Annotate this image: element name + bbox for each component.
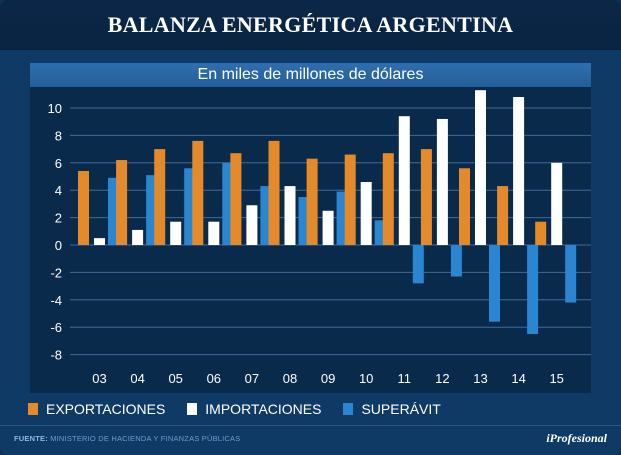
legend-label-surplus: SUPERÁVIT [361, 401, 441, 417]
bar-exports [535, 221, 547, 245]
bar-surplus [336, 191, 348, 245]
x-tick-label: 08 [283, 371, 297, 386]
y-tick-label: 6 [55, 156, 62, 171]
y-tick-label: 4 [55, 183, 62, 198]
legend-swatch-imports [187, 403, 198, 415]
bar-surplus [374, 220, 386, 245]
y-tick-label: 0 [55, 238, 62, 253]
source-text: MINISTERIO DE HACIENDA Y FINANZAS PÚBLIC… [50, 434, 241, 443]
bar-imports [284, 186, 296, 245]
bar-surplus [222, 162, 234, 245]
x-tick-label: 07 [245, 371, 259, 386]
bar-imports [322, 210, 334, 245]
y-tick-label: 2 [55, 211, 62, 226]
bar-imports [94, 238, 105, 245]
bar-exports [344, 154, 356, 245]
bar-imports [475, 90, 486, 245]
bar-imports [208, 221, 220, 245]
bar-exports [382, 153, 394, 245]
legend-item-surplus: SUPERÁVIT [343, 401, 441, 417]
bar-imports [246, 205, 258, 245]
bar-imports [398, 116, 410, 245]
legend-item-exports: EXPORTACIONES [28, 401, 165, 417]
bar-surplus [450, 245, 462, 277]
bar-surplus [108, 177, 119, 245]
x-tick-label: 09 [321, 371, 335, 386]
x-tick-label: 13 [473, 371, 487, 386]
legend-swatch-exports [28, 403, 38, 415]
legend-label-imports: IMPORTACIONES [205, 401, 322, 417]
bar-surplus [298, 197, 310, 245]
bar-exports [420, 149, 432, 245]
footer-divider [0, 425, 621, 426]
legend-label-exports: EXPORTACIONES [46, 401, 166, 417]
x-tick-label: 06 [207, 371, 221, 386]
bar-surplus [489, 245, 500, 322]
bar-exports [459, 168, 470, 245]
bar-imports [170, 221, 182, 245]
x-tick-label: 05 [168, 371, 182, 386]
source-note: FUENTE: MINISTERIO DE HACIENDA Y FINANZA… [14, 434, 240, 443]
x-tick-label: 10 [359, 371, 373, 386]
y-tick-label: 10 [48, 101, 62, 116]
bar-surplus [565, 245, 577, 303]
x-tick-label: 15 [549, 371, 563, 386]
x-tick-label: 04 [130, 371, 144, 386]
x-tick-label: 03 [92, 371, 106, 386]
subtitle-bar: En miles de millones de dólares [30, 63, 591, 87]
bar-surplus [260, 186, 272, 245]
bar-exports [154, 149, 166, 245]
x-tick-label: 14 [511, 371, 525, 386]
source-label: FUENTE: [14, 434, 48, 443]
bar-exports [268, 140, 280, 245]
x-tick-label: 11 [398, 371, 412, 386]
bar-exports [306, 158, 318, 245]
x-tick-label: 12 [435, 371, 449, 386]
bar-surplus [412, 245, 424, 284]
y-tick-label: -6 [50, 320, 62, 335]
bar-imports [551, 162, 563, 245]
chart-subtitle: En miles de millones de dólares [197, 66, 424, 83]
y-tick-label: -8 [50, 348, 62, 363]
bar-exports [497, 186, 509, 245]
bar-surplus [527, 245, 539, 335]
bar-imports [360, 181, 372, 245]
bar-surplus [184, 168, 196, 245]
chart-title: BALANZA ENERGÉTICA ARGENTINA [107, 12, 514, 37]
y-tick-label: 8 [55, 128, 62, 143]
bar-exports [192, 140, 204, 245]
bar-exports [78, 171, 89, 245]
y-tick-label: -2 [50, 265, 62, 280]
bar-exports [230, 153, 242, 245]
title-bar: BALANZA ENERGÉTICA ARGENTINA [0, 0, 621, 50]
legend-item-imports: IMPORTACIONES [187, 401, 321, 417]
bar-surplus [146, 175, 158, 245]
bar-imports [513, 97, 525, 245]
legend: EXPORTACIONES IMPORTACIONES SUPERÁVIT [28, 399, 441, 419]
bar-imports [436, 118, 448, 245]
legend-swatch-surplus [343, 403, 354, 415]
bar-exports [116, 160, 128, 245]
brand-logo: iProfesional [546, 431, 607, 445]
y-tick-label: -4 [50, 293, 62, 308]
bar-imports [132, 229, 144, 245]
